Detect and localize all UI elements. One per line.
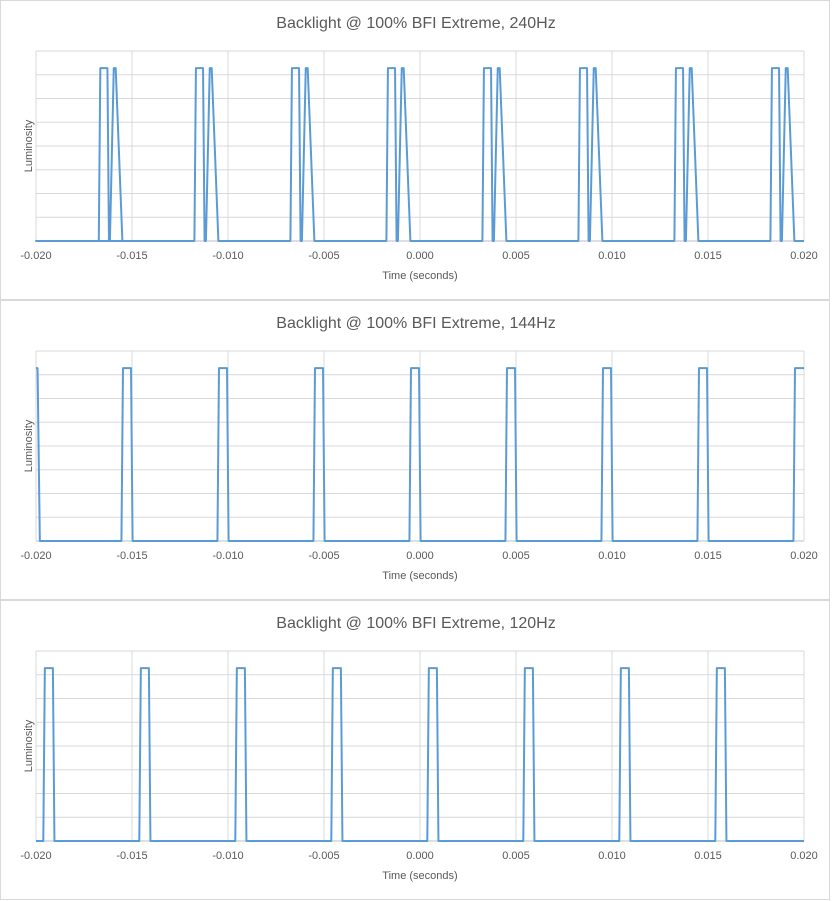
x-axis-label: Time (seconds) xyxy=(382,570,457,582)
chart-line-layer xyxy=(36,667,804,842)
x-tick-label: 0.020 xyxy=(790,550,818,562)
x-tick-label: 0.015 xyxy=(694,550,722,562)
chart-line-layer xyxy=(36,367,804,542)
x-tick-label: 0.020 xyxy=(790,250,818,262)
x-tick-label: -0.020 xyxy=(20,250,51,262)
x-tick-label: -0.020 xyxy=(20,850,51,862)
x-tick-label: 0.010 xyxy=(598,250,626,262)
x-tick-label: 0.000 xyxy=(406,550,434,562)
x-tick-labels: -0.020 -0.015 -0.010 -0.005 0.000 0.005 0.010 0… xyxy=(20,850,817,862)
x-tick-label: -0.005 xyxy=(308,550,339,562)
y-axis-label: Luminosity xyxy=(23,419,35,472)
x-tick-label: 0.000 xyxy=(406,850,434,862)
x-tick-label: 0.005 xyxy=(502,850,530,862)
series-line xyxy=(36,667,804,842)
x-tick-label: 0.000 xyxy=(406,250,434,262)
x-tick-label: 0.010 xyxy=(598,550,626,562)
series-line xyxy=(35,67,804,242)
x-tick-label: -0.015 xyxy=(116,850,147,862)
x-tick-label: -0.005 xyxy=(308,850,339,862)
x-tick-label: 0.015 xyxy=(694,850,722,862)
chart-panel-120hz: Backlight @ 100% BFI Extreme, 120Hz -0.0… xyxy=(0,600,830,900)
x-tick-label: -0.010 xyxy=(212,250,243,262)
chart-grid xyxy=(35,50,805,242)
chart-title: Backlight @ 100% BFI Extreme, 144Hz xyxy=(276,315,555,332)
x-tick-labels: -0.020 -0.015 -0.010 -0.005 0.000 0.005 0.010 0… xyxy=(20,550,817,562)
x-tick-label: -0.010 xyxy=(212,850,243,862)
x-tick-label: -0.005 xyxy=(308,250,339,262)
chart-grid xyxy=(35,650,805,842)
chart-svg-144hz: Backlight @ 100% BFI Extreme, 144Hz -0.0… xyxy=(20,315,817,582)
series-line xyxy=(36,367,804,542)
x-tick-label: 0.010 xyxy=(598,850,626,862)
chart-svg-120hz: Backlight @ 100% BFI Extreme, 120Hz -0.0… xyxy=(20,615,817,882)
x-tick-label: 0.015 xyxy=(694,250,722,262)
x-axis-label: Time (seconds) xyxy=(382,870,457,882)
y-axis-label: Luminosity xyxy=(23,719,35,772)
chart-title: Backlight @ 100% BFI Extreme, 120Hz xyxy=(276,615,555,632)
chart-title: Backlight @ 100% BFI Extreme, 240Hz xyxy=(276,15,555,32)
chart-panel-240hz: Backlight @ 100% BFI Extreme, 240Hz -0.0… xyxy=(0,0,830,300)
x-tick-label: -0.010 xyxy=(212,550,243,562)
chart-svg-240hz: Backlight @ 100% BFI Extreme, 240Hz -0.0… xyxy=(20,15,817,282)
x-tick-label: 0.020 xyxy=(790,850,818,862)
x-tick-label: 0.005 xyxy=(502,250,530,262)
chart-line-layer xyxy=(35,67,804,242)
x-tick-label: 0.005 xyxy=(502,550,530,562)
x-tick-label: -0.020 xyxy=(20,550,51,562)
chart-panel-144hz: Backlight @ 100% BFI Extreme, 144Hz -0.0… xyxy=(0,300,830,600)
x-tick-label: -0.015 xyxy=(116,550,147,562)
x-tick-label: -0.015 xyxy=(116,250,147,262)
x-tick-labels: -0.020 -0.015 -0.010 -0.005 0.000 0.005 0.010 0… xyxy=(20,250,817,262)
y-axis-label: Luminosity xyxy=(23,119,35,172)
x-axis-label: Time (seconds) xyxy=(382,270,457,282)
